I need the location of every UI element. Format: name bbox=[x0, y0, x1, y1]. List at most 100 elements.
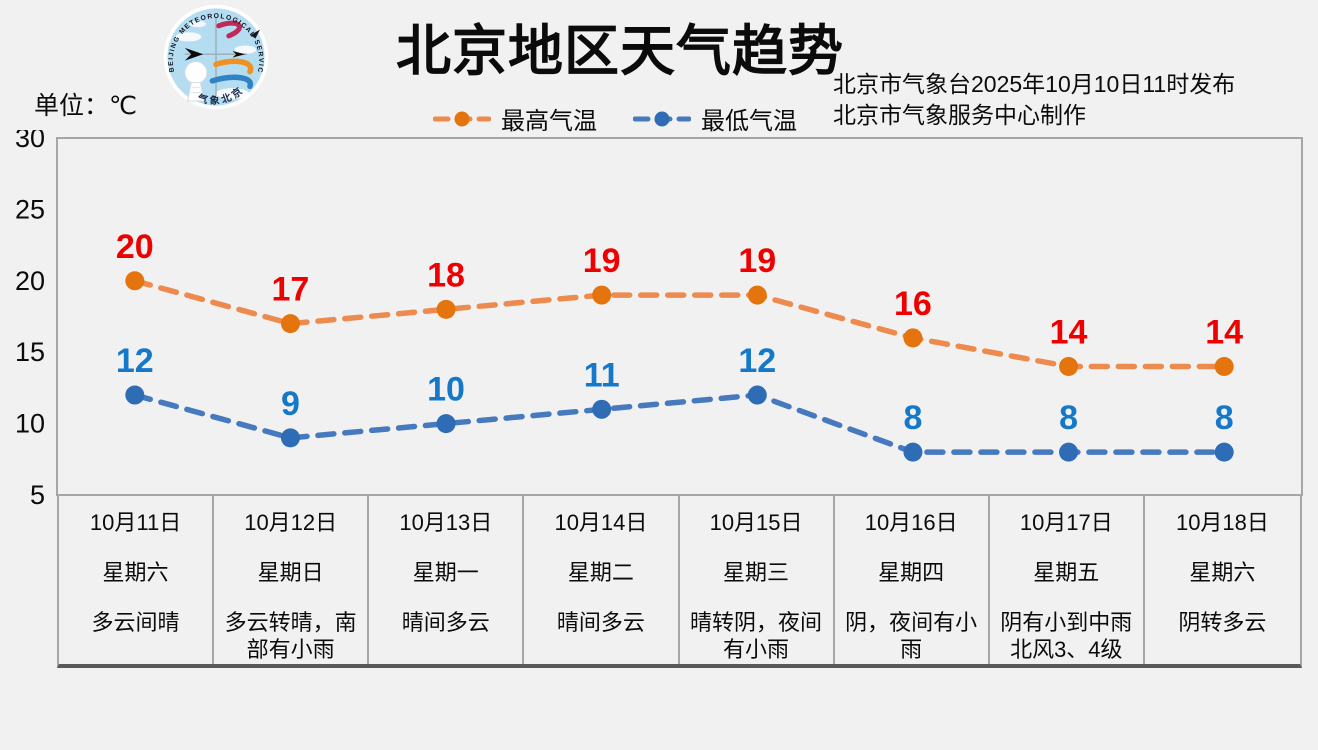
cell-weekday: 星期三 bbox=[723, 560, 790, 585]
cell-weather: 阴转多云 bbox=[1178, 610, 1267, 635]
data-point-high bbox=[903, 328, 923, 348]
blue-swoosh bbox=[209, 74, 254, 90]
cloud bbox=[189, 20, 206, 28]
radar-tower bbox=[187, 82, 205, 102]
data-point-high bbox=[1214, 356, 1234, 376]
wind-vane-pointer bbox=[232, 51, 246, 58]
temperature-trend-chart: 30 25 20 15 10 5 20 17 18 19 19 16 14 14 12 9 10 11 12 8 8 8 bbox=[15, 130, 1303, 508]
value-label-low: 11 bbox=[584, 356, 620, 394]
y-tick-label: 10 bbox=[15, 409, 45, 439]
forecast-table: 10月11日 星期六 多云间晴 10月12日 星期日 多云转晴，南 部有小雨 1… bbox=[57, 496, 1302, 668]
data-point-high bbox=[592, 285, 612, 305]
red-swoosh bbox=[216, 20, 243, 39]
data-point-high bbox=[747, 285, 767, 305]
cell-weather: 晴间多云 bbox=[556, 610, 645, 635]
value-label-low: 8 bbox=[1059, 399, 1078, 437]
orange-swoosh bbox=[213, 58, 254, 75]
forecast-cell-7: 10月17日 星期五 阴有小到中雨 北风3、4级 bbox=[990, 496, 1145, 664]
value-label-high: 16 bbox=[894, 285, 932, 323]
cell-weather: 晴间多云 bbox=[401, 610, 490, 635]
radar-dome bbox=[184, 61, 208, 85]
cell-weekday: 星期一 bbox=[412, 560, 479, 585]
high-temp-legend-marker-icon bbox=[433, 111, 491, 126]
data-point-low bbox=[125, 385, 145, 405]
cell-weather: 阴，夜间有小 雨 bbox=[845, 610, 978, 662]
cell-weather: 多云转晴，南 部有小雨 bbox=[224, 610, 357, 662]
value-label-high: 20 bbox=[116, 228, 154, 266]
y-tick-label: 20 bbox=[15, 266, 45, 296]
data-point-low bbox=[436, 414, 456, 434]
cloud bbox=[216, 88, 249, 100]
value-label-high: 14 bbox=[1205, 313, 1243, 351]
forecast-cell-2: 10月12日 星期日 多云转晴，南 部有小雨 bbox=[214, 496, 370, 664]
cell-weekday: 星期二 bbox=[567, 560, 634, 585]
y-tick-label: 5 bbox=[30, 480, 45, 508]
low-temp-legend-marker-icon bbox=[633, 111, 691, 126]
y-tick-label: 25 bbox=[15, 194, 45, 224]
forecast-cell-6: 10月16日 星期四 阴，夜间有小 雨 bbox=[835, 496, 990, 664]
cell-weekday: 星期四 bbox=[878, 560, 945, 585]
value-label-high: 19 bbox=[738, 242, 776, 280]
legend-label-high: 最高气温 bbox=[501, 108, 597, 135]
forecast-cell-1: 10月11日 星期六 多云间晴 bbox=[59, 496, 215, 664]
legend-label-low: 最低气温 bbox=[701, 108, 797, 135]
cell-weather: 多云间晴 bbox=[91, 610, 180, 635]
unit-label: 单位：℃ bbox=[34, 92, 138, 120]
cell-weekday: 星期六 bbox=[1189, 560, 1256, 585]
forecast-cell-4: 10月14日 星期二 晴间多云 bbox=[524, 496, 680, 664]
cell-date: 10月11日 bbox=[89, 510, 182, 535]
y-tick-label: 30 bbox=[15, 130, 45, 153]
data-point-low bbox=[1059, 442, 1079, 462]
plot-border bbox=[56, 137, 1303, 496]
issued-line: 北京市气象台2025年10月10日11时发布 bbox=[833, 71, 1236, 97]
wind-vane-arrow bbox=[184, 47, 204, 61]
forecast-cell-3: 10月13日 星期一 晴间多云 bbox=[369, 496, 525, 664]
cell-date: 10月18日 bbox=[1175, 510, 1269, 535]
cell-date: 10月12日 bbox=[244, 510, 338, 535]
chart-legend: 最高气温 最低气温 bbox=[433, 101, 797, 136]
cell-date: 10月17日 bbox=[1019, 510, 1113, 535]
value-label-high: 18 bbox=[427, 256, 465, 294]
value-label-low: 8 bbox=[1215, 399, 1234, 437]
airplane-icon bbox=[250, 29, 260, 39]
value-label-low: 10 bbox=[427, 371, 465, 409]
publisher-info: 北京市气象台2025年10月10日11时发布 北京市气象服务中心制作 bbox=[833, 69, 1235, 131]
value-label-low: 12 bbox=[116, 342, 154, 380]
legend-item-low: 最低气温 bbox=[633, 101, 797, 136]
data-point-low bbox=[1214, 442, 1234, 462]
forecast-cell-5: 10月15日 星期三 晴转阴，夜间 有小雨 bbox=[680, 496, 835, 664]
data-point-low bbox=[280, 428, 300, 448]
value-label-low: 12 bbox=[738, 342, 776, 380]
cell-date: 10月14日 bbox=[554, 510, 648, 535]
cell-weekday: 星期六 bbox=[102, 560, 169, 585]
beijing-meteorological-service-logo: BEIJING METEOROLOGICAL SERVICE 气象北京 bbox=[161, 2, 269, 110]
value-label-high: 17 bbox=[272, 271, 310, 309]
producer-line: 北京市气象服务中心制作 bbox=[833, 102, 1086, 128]
cell-date: 10月15日 bbox=[709, 510, 803, 535]
cell-weather: 阴有小到中雨 北风3、4级 bbox=[1000, 610, 1133, 662]
y-tick-label: 15 bbox=[15, 337, 45, 367]
value-label-high: 19 bbox=[583, 242, 621, 280]
data-point-low bbox=[903, 442, 923, 462]
cell-weekday: 星期五 bbox=[1033, 560, 1100, 585]
data-point-high bbox=[280, 314, 300, 334]
value-label-low: 9 bbox=[281, 385, 300, 423]
data-point-high bbox=[125, 271, 145, 291]
legend-item-high: 最高气温 bbox=[433, 101, 597, 136]
series-line-low bbox=[132, 392, 1227, 455]
data-point-high bbox=[1059, 356, 1079, 376]
cell-date: 10月16日 bbox=[864, 510, 958, 535]
value-label-low: 8 bbox=[903, 399, 922, 437]
cloud bbox=[175, 32, 202, 42]
page-title: 北京地区天气趋势 bbox=[395, 20, 844, 82]
data-point-high bbox=[436, 299, 456, 319]
series-line-high bbox=[132, 278, 1227, 370]
value-label-high: 14 bbox=[1050, 313, 1088, 351]
cell-date: 10月13日 bbox=[399, 510, 493, 535]
cloud bbox=[234, 45, 257, 54]
cell-weekday: 星期日 bbox=[257, 560, 324, 585]
cell-weather: 晴转阴，夜间 有小雨 bbox=[690, 610, 823, 662]
data-point-low bbox=[747, 385, 767, 405]
forecast-cell-8: 10月18日 星期六 阴转多云 bbox=[1145, 496, 1300, 664]
